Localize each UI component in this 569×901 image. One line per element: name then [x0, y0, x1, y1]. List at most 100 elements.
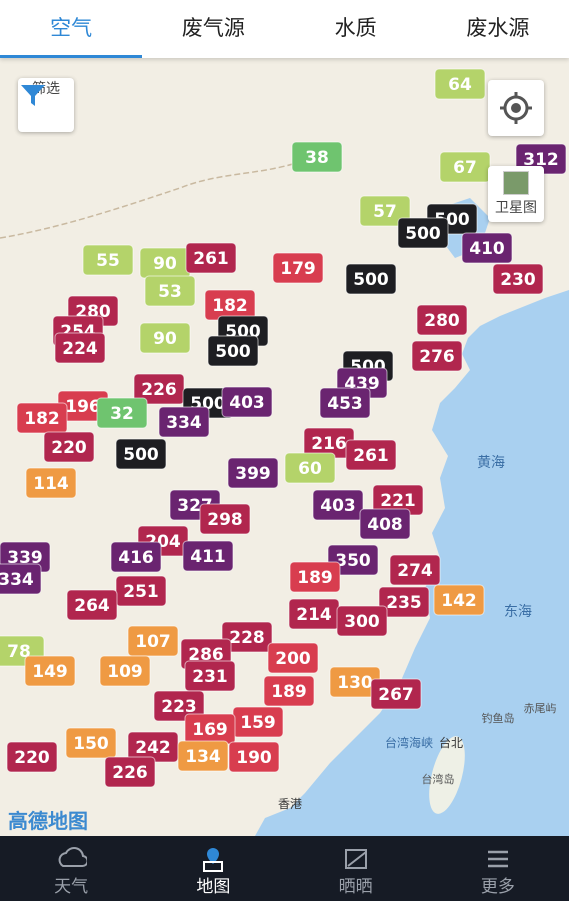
- aqi-value: 334: [0, 570, 34, 590]
- aqi-marker[interactable]: 67: [439, 151, 491, 183]
- aqi-marker[interactable]: 53: [144, 275, 196, 307]
- aqi-value: 408: [367, 515, 403, 535]
- satellite-button[interactable]: 卫星图: [488, 166, 544, 222]
- aqi-marker[interactable]: 298: [199, 503, 251, 535]
- aqi-marker[interactable]: 231: [184, 660, 236, 692]
- aqi-marker[interactable]: 453: [319, 387, 371, 419]
- aqi-marker[interactable]: 150: [65, 727, 117, 759]
- aqi-value: 416: [118, 548, 154, 568]
- aqi-marker[interactable]: 182: [204, 289, 256, 321]
- aqi-marker[interactable]: 408: [359, 508, 411, 540]
- aqi-marker[interactable]: 242: [127, 731, 179, 763]
- map-label: 钓鱼岛: [482, 711, 515, 725]
- aqi-marker[interactable]: 410: [461, 232, 513, 264]
- aqi-marker[interactable]: 261: [345, 439, 397, 471]
- aqi-marker[interactable]: 114: [25, 467, 77, 499]
- aqi-marker[interactable]: 32: [96, 397, 148, 429]
- aqi-marker-box: [158, 406, 210, 438]
- aqi-marker[interactable]: 500: [397, 217, 449, 249]
- filter-button[interactable]: 筛选: [18, 78, 74, 132]
- aqi-marker[interactable]: 230: [492, 263, 544, 295]
- map-label: 香港: [278, 797, 302, 811]
- aqi-marker[interactable]: 264: [66, 589, 118, 621]
- aqi-value: 221: [380, 491, 416, 511]
- aqi-marker[interactable]: 169: [184, 713, 236, 745]
- aqi-marker[interactable]: 90: [139, 247, 191, 279]
- aqi-marker[interactable]: 55: [82, 244, 134, 276]
- nav-item[interactable]: 晒晒: [285, 836, 427, 901]
- aqi-marker[interactable]: 214: [288, 598, 340, 630]
- aqi-value: 223: [161, 697, 197, 717]
- nav-item[interactable]: 地图: [142, 836, 284, 901]
- aqi-marker[interactable]: 159: [232, 706, 284, 738]
- aqi-marker[interactable]: 179: [272, 252, 324, 284]
- aqi-marker-box: [65, 727, 117, 759]
- aqi-value: 500: [353, 270, 389, 290]
- aqi-marker[interactable]: 221: [372, 484, 424, 516]
- aqi-marker[interactable]: 416: [110, 541, 162, 573]
- aqi-marker[interactable]: 90: [139, 322, 191, 354]
- aqi-marker-box: [24, 655, 76, 687]
- aqi-value: 190: [236, 748, 272, 768]
- aqi-value: 53: [158, 282, 182, 302]
- aqi-marker-box: [434, 68, 486, 100]
- nav-item[interactable]: 更多: [427, 836, 569, 901]
- aqi-marker[interactable]: 267: [370, 678, 422, 710]
- aqi-marker[interactable]: 220: [6, 741, 58, 773]
- aqi-marker[interactable]: 334: [158, 406, 210, 438]
- aqi-marker-box: [127, 625, 179, 657]
- bottom-nav: 天气 地图 晒晒 更多: [0, 836, 569, 901]
- aqi-marker[interactable]: 411: [182, 540, 234, 572]
- aqi-marker-box: [144, 275, 196, 307]
- aqi-marker[interactable]: 189: [263, 675, 315, 707]
- aqi-marker[interactable]: 60: [284, 452, 336, 484]
- locate-button[interactable]: [488, 80, 544, 136]
- tab[interactable]: 空气: [0, 0, 143, 58]
- aqi-marker[interactable]: 403: [221, 386, 273, 418]
- aqi-marker[interactable]: 220: [43, 431, 95, 463]
- aqi-marker-box: [43, 431, 95, 463]
- aqi-marker[interactable]: 300: [336, 605, 388, 637]
- aqi-marker[interactable]: 182: [16, 402, 68, 434]
- aqi-marker[interactable]: 274: [389, 554, 441, 586]
- aqi-marker[interactable]: 109: [99, 655, 151, 687]
- aqi-marker[interactable]: 64: [434, 68, 486, 100]
- aqi-marker[interactable]: 399: [227, 457, 279, 489]
- aqi-marker[interactable]: 190: [228, 741, 280, 773]
- aqi-marker[interactable]: 276: [411, 340, 463, 372]
- aqi-marker[interactable]: 134: [177, 740, 229, 772]
- aqi-marker[interactable]: 500: [345, 263, 397, 295]
- aqi-marker[interactable]: 261: [185, 242, 237, 274]
- aqi-marker[interactable]: 107: [127, 625, 179, 657]
- aqi-value: 312: [523, 150, 559, 170]
- aqi-marker[interactable]: 196: [57, 390, 109, 422]
- aqi-marker[interactable]: 200: [267, 642, 319, 674]
- aqi-marker[interactable]: 130: [329, 666, 381, 698]
- aqi-marker-box: [291, 141, 343, 173]
- aqi-marker-box: [433, 584, 485, 616]
- aqi-marker[interactable]: 251: [115, 575, 167, 607]
- aqi-value: 216: [311, 434, 347, 454]
- nav-item[interactable]: 天气: [0, 836, 142, 901]
- aqi-marker[interactable]: 57: [359, 195, 411, 227]
- tab[interactable]: 水质: [334, 16, 377, 40]
- aqi-value: 55: [96, 251, 120, 271]
- aqi-marker[interactable]: 280: [416, 304, 468, 336]
- aqi-marker[interactable]: 334: [0, 563, 42, 595]
- aqi-value: 149: [32, 662, 68, 682]
- aqi-value: 500: [405, 224, 441, 244]
- aqi-marker[interactable]: 224: [54, 332, 106, 364]
- aqi-value: 224: [62, 339, 98, 359]
- aqi-marker[interactable]: 149: [24, 655, 76, 687]
- aqi-marker[interactable]: 189: [289, 561, 341, 593]
- aqi-marker[interactable]: 226: [104, 756, 156, 788]
- aqi-marker[interactable]: 500: [115, 438, 167, 470]
- aqi-marker[interactable]: 235: [378, 586, 430, 618]
- aqi-marker[interactable]: 403: [312, 489, 364, 521]
- tab[interactable]: 废气源: [181, 16, 245, 40]
- aqi-marker[interactable]: 500: [207, 335, 259, 367]
- aqi-marker[interactable]: 228: [221, 621, 273, 653]
- aqi-marker[interactable]: 38: [291, 141, 343, 173]
- aqi-marker[interactable]: 142: [433, 584, 485, 616]
- tab[interactable]: 废水源: [466, 16, 530, 40]
